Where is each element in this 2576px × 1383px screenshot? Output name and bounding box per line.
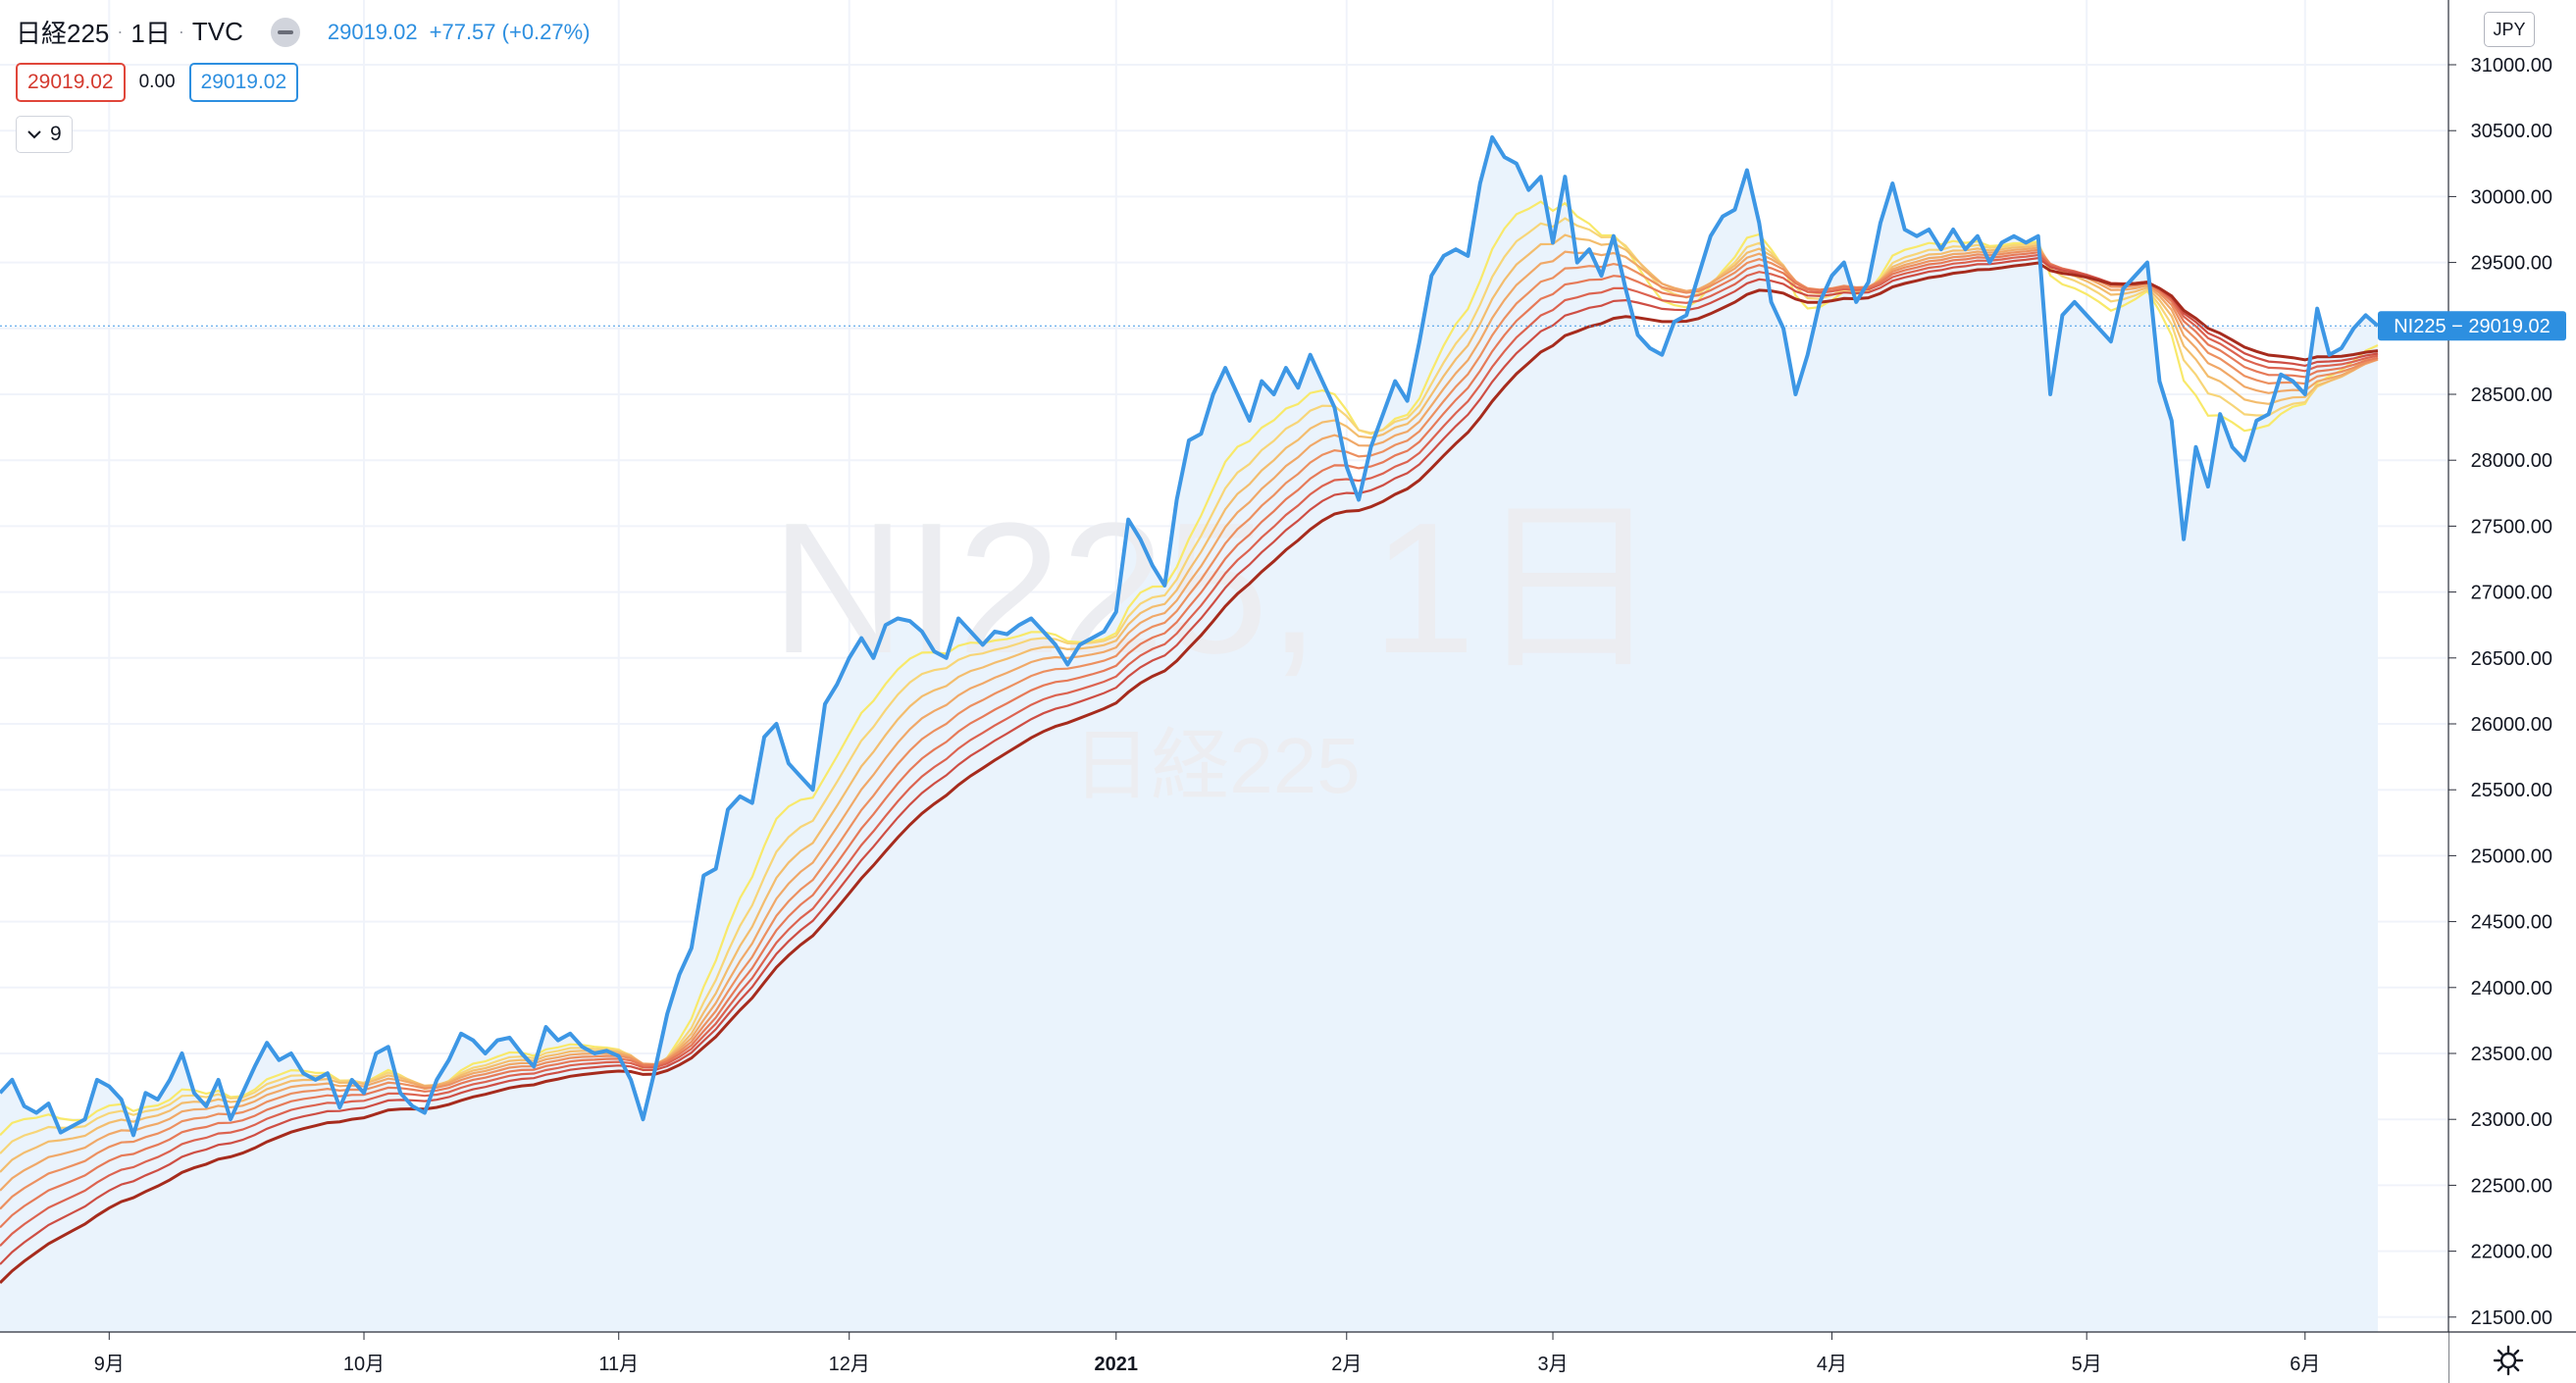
gear-icon[interactable] bbox=[2492, 1344, 2525, 1377]
price-tick-label: 31000.00 bbox=[2471, 55, 2552, 77]
indicators-toggle-button[interactable]: 9 bbox=[16, 116, 73, 153]
price-tick-label: 23500.00 bbox=[2471, 1044, 2552, 1065]
price-tick-label: 26500.00 bbox=[2471, 648, 2552, 670]
watermark-symbol: NI225, 1日 bbox=[771, 485, 1662, 692]
price-tick-label: 28000.00 bbox=[2471, 450, 2552, 472]
price-tick-label: 22000.00 bbox=[2471, 1242, 2552, 1263]
indicator-values: 29019.02 0.00 29019.02 bbox=[16, 63, 299, 102]
currency-button[interactable]: JPY bbox=[2484, 12, 2535, 47]
price-tick-label: 22500.00 bbox=[2471, 1175, 2552, 1197]
last-price-text: NI225 − 29019.02 bbox=[2394, 316, 2550, 337]
time-tick-label: 9月 bbox=[94, 1354, 125, 1375]
symbol-name[interactable]: 日経225 bbox=[16, 19, 110, 48]
price-tick-label: 24000.00 bbox=[2471, 978, 2552, 999]
ma-value-badge: 29019.02 bbox=[16, 63, 126, 102]
chevron-down-icon bbox=[27, 130, 41, 139]
price-tick-label: 27500.00 bbox=[2471, 516, 2552, 538]
price-tick-label: 30000.00 bbox=[2471, 186, 2552, 208]
ma-value-badge: 29019.02 bbox=[188, 63, 299, 102]
separator-dot: · bbox=[117, 22, 124, 41]
watermark-name: 日経225 bbox=[1072, 722, 1360, 809]
time-tick-label: 11月 bbox=[598, 1354, 639, 1375]
ma-line bbox=[0, 261, 2379, 1284]
time-tick-label: 2月 bbox=[1331, 1354, 1362, 1375]
price-area-fill bbox=[0, 136, 2378, 1332]
price-tick-label: 25500.00 bbox=[2471, 780, 2552, 801]
time-axis[interactable]: 9月 10月 11月 12月 2021 2月 3月 4月 5月 6月 bbox=[0, 1331, 2576, 1383]
price-line[interactable] bbox=[0, 134, 2380, 1138]
ma-line bbox=[0, 253, 2379, 1247]
price-tick-label: 28500.00 bbox=[2471, 384, 2552, 406]
time-tick-label: 10月 bbox=[343, 1354, 385, 1375]
time-tick-label: 12月 bbox=[829, 1354, 870, 1375]
hide-icon[interactable] bbox=[270, 17, 300, 47]
last-price-label: NI225 − 29019.02 bbox=[2378, 311, 2566, 341]
price-tick-label: 29500.00 bbox=[2471, 253, 2552, 275]
time-tick-label: 3月 bbox=[1537, 1354, 1568, 1375]
price-tick-label: 21500.00 bbox=[2471, 1307, 2552, 1329]
time-tick-label: 4月 bbox=[1817, 1354, 1847, 1375]
time-tick-label: 2021 bbox=[1095, 1354, 1139, 1375]
price-tick-label: 30500.00 bbox=[2471, 121, 2552, 142]
indicator-count: 9 bbox=[50, 123, 62, 145]
price-tick-label: 26000.00 bbox=[2471, 714, 2552, 736]
legend-header: 日経225 · 1日 · TVC 29019.02 +77.57 (+0.27%… bbox=[16, 14, 591, 50]
interval-label[interactable]: 1日 bbox=[130, 19, 171, 48]
time-tick-label: 6月 bbox=[2290, 1354, 2320, 1375]
price-tick-label: 24500.00 bbox=[2471, 912, 2552, 934]
exchange-label: TVC bbox=[191, 17, 243, 46]
price-tick-label: 23000.00 bbox=[2471, 1109, 2552, 1131]
ma-line bbox=[0, 251, 2379, 1229]
ma-line bbox=[0, 257, 2379, 1265]
separator-dot: · bbox=[178, 22, 184, 41]
price-tick-label: 27000.00 bbox=[2471, 583, 2552, 604]
price-axis[interactable]: 31000.0030500.0030000.0029500.0029000.00… bbox=[2447, 0, 2576, 1383]
price-tick-label: 25000.00 bbox=[2471, 845, 2552, 867]
ma-value-text: 0.00 bbox=[138, 72, 176, 92]
last-price: 29019.02 bbox=[327, 19, 418, 44]
time-tick-label: 5月 bbox=[2072, 1354, 2102, 1375]
price-change: +77.57 (+0.27%) bbox=[429, 19, 591, 44]
watermark: NI225, 1日 日経225 bbox=[771, 485, 1662, 809]
